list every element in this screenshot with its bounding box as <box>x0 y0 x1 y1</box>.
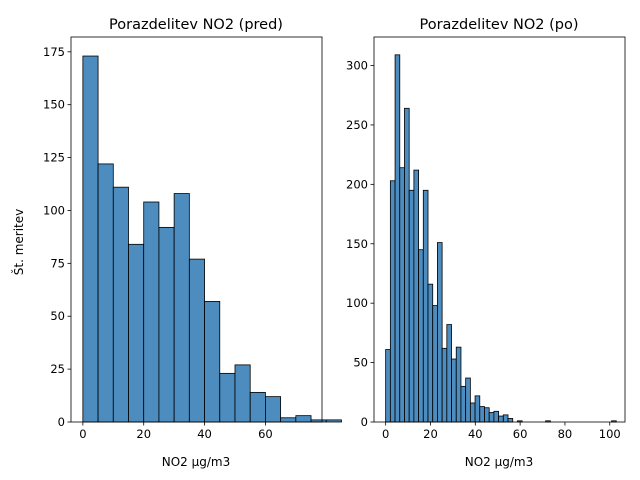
histogram-po: Porazdelitev NO2 (po) NO2 µg/m3 0 20 40 60 8… <box>346 17 626 469</box>
axes-frame <box>373 36 626 423</box>
histogram-bar <box>82 55 99 423</box>
x-tick-label: 80 <box>558 427 573 441</box>
histogram-bar <box>437 242 443 423</box>
histogram-bar <box>418 249 424 423</box>
histogram-bar <box>479 406 485 423</box>
histogram-bar <box>408 189 415 423</box>
histogram-bar <box>394 54 401 423</box>
histogram-bar <box>325 419 342 423</box>
y-tick-label: 150 <box>346 237 368 251</box>
y-tick-label: 0 <box>361 415 368 429</box>
y-tick-label: 250 <box>346 118 368 132</box>
y-tick-label: 125 <box>43 151 65 165</box>
histogram-bar <box>112 186 129 423</box>
histogram-bar <box>97 163 114 423</box>
x-tick-label: 20 <box>423 427 438 441</box>
histogram-bar <box>188 258 205 423</box>
x-tick-label: 0 <box>382 427 389 441</box>
histogram-bar <box>404 107 410 423</box>
histogram-bar <box>204 301 221 423</box>
histogram-bar <box>158 226 175 423</box>
histogram-bar <box>422 189 429 423</box>
histogram-bar <box>413 169 420 423</box>
y-tick-label: 25 <box>50 362 65 376</box>
histogram-bar <box>173 193 190 423</box>
histogram-bar <box>465 377 471 423</box>
y-axis-label: Št. meritev <box>11 209 26 275</box>
histogram-bar <box>498 415 504 423</box>
y-tick-label: 100 <box>43 203 65 217</box>
histogram-bar <box>385 349 391 423</box>
histogram-bar <box>280 417 297 423</box>
histogram-bar <box>469 402 476 423</box>
y-tick-label: 0 <box>58 415 65 429</box>
histogram-bar <box>219 372 236 423</box>
histogram-bar <box>399 167 405 423</box>
y-tick-label: 200 <box>346 177 368 191</box>
histogram-bar <box>451 358 457 423</box>
histogram-bar <box>295 415 312 423</box>
x-tick-label: 100 <box>599 427 621 441</box>
x-tick-label: 40 <box>468 427 483 441</box>
histogram-bar <box>143 201 160 423</box>
y-tick-label: 50 <box>353 356 368 370</box>
histogram-bar <box>488 412 495 423</box>
x-tick-label: 0 <box>79 427 86 441</box>
y-tick-label: 175 <box>43 45 65 59</box>
histogram-bar <box>234 364 251 423</box>
y-tick-label: 100 <box>346 296 368 310</box>
histogram-bar <box>389 180 396 423</box>
axes-frame <box>70 36 323 423</box>
x-axis-label: NO2 µg/m3 <box>465 455 534 469</box>
histogram-bar <box>427 283 434 423</box>
chart-title: Porazdelitev NO2 (pred) <box>109 17 283 33</box>
histogram-bar <box>474 395 481 423</box>
histogram-bar <box>265 396 282 423</box>
y-tick-label: 75 <box>50 256 65 270</box>
x-tick-label: 60 <box>513 427 528 441</box>
y-tick-label: 150 <box>43 98 65 112</box>
histogram-bar <box>455 346 462 423</box>
histogram-bar <box>507 418 514 423</box>
histogram-bar <box>493 410 500 423</box>
histogram-bar <box>432 305 438 423</box>
histogram-bar <box>446 324 452 423</box>
histogram-bar <box>441 347 448 423</box>
histogram-pred: Porazdelitev NO2 (pred) NO2 µg/m3 Št. me… <box>11 17 342 469</box>
x-tick-label: 20 <box>136 427 151 441</box>
y-tick-label: 300 <box>346 59 368 73</box>
x-axis-label: NO2 µg/m3 <box>162 455 231 469</box>
x-tick-label: 60 <box>258 427 273 441</box>
histogram-bar <box>460 385 467 423</box>
chart-title: Porazdelitev NO2 (po) <box>419 17 578 33</box>
histogram-bar <box>128 243 145 423</box>
y-tick-label: 50 <box>50 309 65 323</box>
histogram-bar <box>484 407 490 423</box>
histogram-bar <box>249 391 266 423</box>
x-tick-label: 40 <box>197 427 212 441</box>
histogram-bar <box>502 414 509 423</box>
